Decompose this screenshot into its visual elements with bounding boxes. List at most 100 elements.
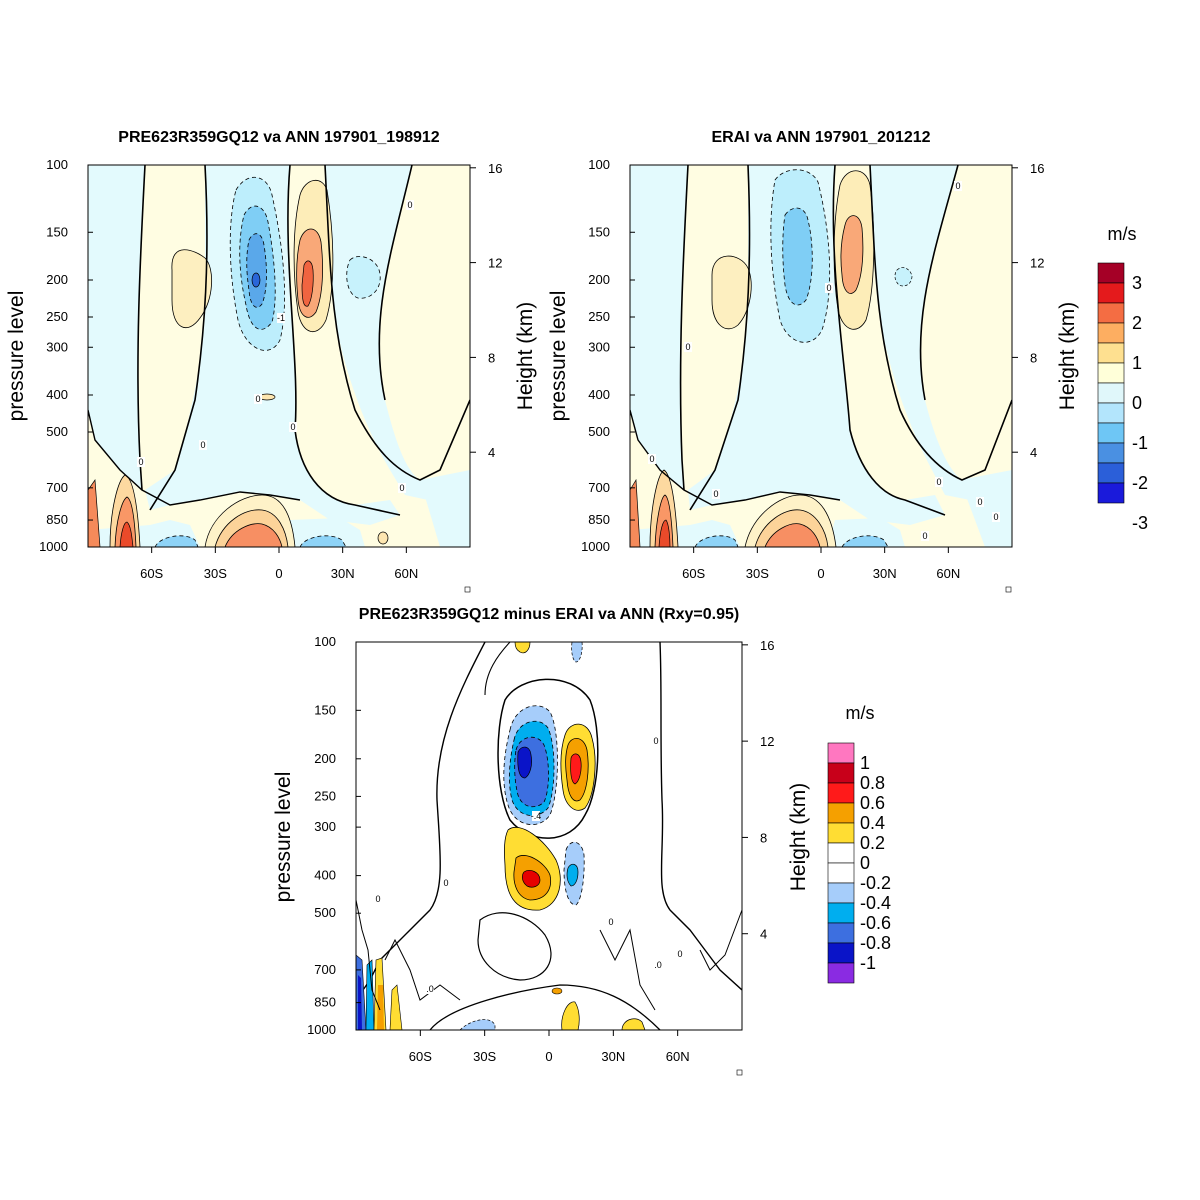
y-tick-label: 200 <box>588 272 610 287</box>
panel-1-y2-axis: 16 12 8 4 <box>470 161 502 460</box>
panel-2-zero-line-4 <box>869 165 1012 481</box>
contour-label-bg <box>532 811 540 821</box>
contour-label-bg <box>684 342 692 352</box>
y-tick-label: 250 <box>588 309 610 324</box>
contour-label: 0 <box>685 342 690 352</box>
panel-2-y-axis: 100 150 200 250 300 400 500 700 850 1000 <box>581 157 635 554</box>
colorbar-box <box>1097 402 1125 424</box>
panel-1-surface-neg-south <box>154 535 199 547</box>
y-tick-label: 300 <box>314 819 336 834</box>
x-tick-label: 60N <box>936 566 960 581</box>
y-tick-label: 850 <box>588 512 610 527</box>
contour-label: 0 <box>608 917 613 927</box>
panel-1-zero-line-5 <box>378 165 413 401</box>
panel-1-y2label: Height (km) <box>514 302 537 411</box>
contour-label: 0 <box>653 736 658 746</box>
panel-1-zero-line-3 <box>287 165 401 516</box>
x-tick-label: 0 <box>545 1049 552 1064</box>
contour-label: 0 <box>443 878 448 888</box>
x-tick-label: 30N <box>601 1049 625 1064</box>
contour-label-bg <box>254 394 262 404</box>
panel-2-neg-blob-north <box>894 267 913 287</box>
colorbar-box <box>1097 482 1125 504</box>
colorbar-box <box>1097 422 1125 444</box>
panel-3-y2-axis: 16 12 8 4 <box>742 638 774 942</box>
contour-label: 0 <box>649 454 654 464</box>
panel-3-zero-line-surface <box>429 984 661 1030</box>
panel-1-zero-line-6 <box>88 409 301 506</box>
panel-2-y2label: Height (km) <box>1056 302 1079 411</box>
panel-1-pos-core <box>301 260 314 307</box>
contour-label-bg <box>712 489 720 499</box>
y2-tick-label: 12 <box>760 734 774 749</box>
colorbar-box <box>1097 342 1125 364</box>
y-tick-label: 400 <box>46 387 68 402</box>
y2-tick-label: 12 <box>1030 256 1044 271</box>
contour-label-bg <box>954 181 962 191</box>
colorbar-1-labels: 3 2 1 0 -1 -2 -3 <box>1132 273 1148 533</box>
panel-2-region-neg-central <box>688 165 945 525</box>
panel-3-polar-pos-2 <box>377 985 384 1030</box>
panel-3-neg-surface-blob <box>459 1019 496 1030</box>
panel-3-neg-upper-core <box>517 746 532 779</box>
y-tick-label: 150 <box>314 702 336 717</box>
panel-3-polar-neg-2 <box>365 959 375 1030</box>
panel-2-surface-neg-south <box>694 535 739 547</box>
x-tick-label: 30S <box>204 566 227 581</box>
panel-3-background <box>356 642 742 1030</box>
contour-label: .0 <box>654 960 662 970</box>
y-tick-label: 700 <box>588 480 610 495</box>
panel-2-y2-axis: 16 12 8 4 <box>1012 161 1044 460</box>
colorbar-label: 1 <box>1132 353 1142 373</box>
contour-label: 0 <box>375 894 380 904</box>
panel-1-zero-line-4 <box>324 165 470 481</box>
panel-2-pos-contour-2 <box>840 215 864 294</box>
colorbar-box <box>827 922 855 944</box>
colorbar-label: -3 <box>1132 513 1148 533</box>
contour-label: 0 <box>993 512 998 522</box>
y2-tick-label: 16 <box>1030 161 1044 176</box>
x-tick-label: 0 <box>275 566 282 581</box>
panel-3-zero-lines-noisy <box>356 899 656 1011</box>
panel-3-zero-loop-lower <box>477 912 552 981</box>
y-tick-label: 250 <box>46 309 68 324</box>
contour-label-bg <box>398 483 406 493</box>
contour-label-bg <box>921 531 929 541</box>
panel-1-y-axis: 100 150 200 250 300 400 500 700 850 1000 <box>39 157 93 554</box>
y2-tick-label: 8 <box>488 350 495 365</box>
panel-3-x-axis: 60S 30S 0 30N 60N <box>409 1030 690 1064</box>
colorbar-box <box>827 742 855 764</box>
x-tick-label: 0 <box>817 566 824 581</box>
panel-1-x-axis: 60S 30S 0 30N 60N <box>140 547 418 581</box>
panel-2-title: ERAI va ANN 197901_201212 <box>711 129 930 146</box>
colorbar-label: 0.6 <box>860 793 885 813</box>
y2-tick-label: 16 <box>760 638 774 653</box>
panel-3-y-axis: 100 150 200 250 300 400 500 700 850 1000 <box>307 634 361 1037</box>
panel-1-polar-pos-edge <box>88 478 101 547</box>
y2-tick-label: 16 <box>488 161 502 176</box>
panel-1-warm-blob-south <box>171 249 213 328</box>
y-tick-label: 700 <box>314 962 336 977</box>
colorbar-label: 0 <box>860 853 870 873</box>
colorbar-2-labels: 10.80.60.40.20-0.2-0.4-0.6-0.8-1 <box>860 753 891 973</box>
contour-label: -1 <box>277 313 285 323</box>
colorbar-box <box>1097 302 1125 324</box>
colorbar-label: -1 <box>860 953 876 973</box>
panel-3: PRE623R359GQ12 minus ERAI va ANN (Rxy=0.… <box>272 606 810 1076</box>
contour-label: 0 <box>200 440 205 450</box>
panel-1-contours <box>88 165 470 547</box>
panel-1-region-neg-west <box>88 165 145 490</box>
y-tick-label: 700 <box>46 480 68 495</box>
panel-1-contour-labels: 0 0 0 0 0 -1 0 <box>137 200 414 493</box>
y-tick-label: 850 <box>314 995 336 1010</box>
panel-3-zero-line-polar-north <box>699 909 742 971</box>
contour-label-bg <box>137 457 145 467</box>
y2-tick-label: 4 <box>760 927 767 942</box>
y-tick-label: 100 <box>314 634 336 649</box>
panel-2-x-axis: 60S 30S 0 30N 60N <box>682 547 960 581</box>
contour-label-bg <box>992 512 1000 522</box>
colorbar-label: 1 <box>860 753 870 773</box>
panel-3-pos-surface-blob-2 <box>621 1018 646 1030</box>
panel-2-warm-blob-south <box>711 255 752 330</box>
